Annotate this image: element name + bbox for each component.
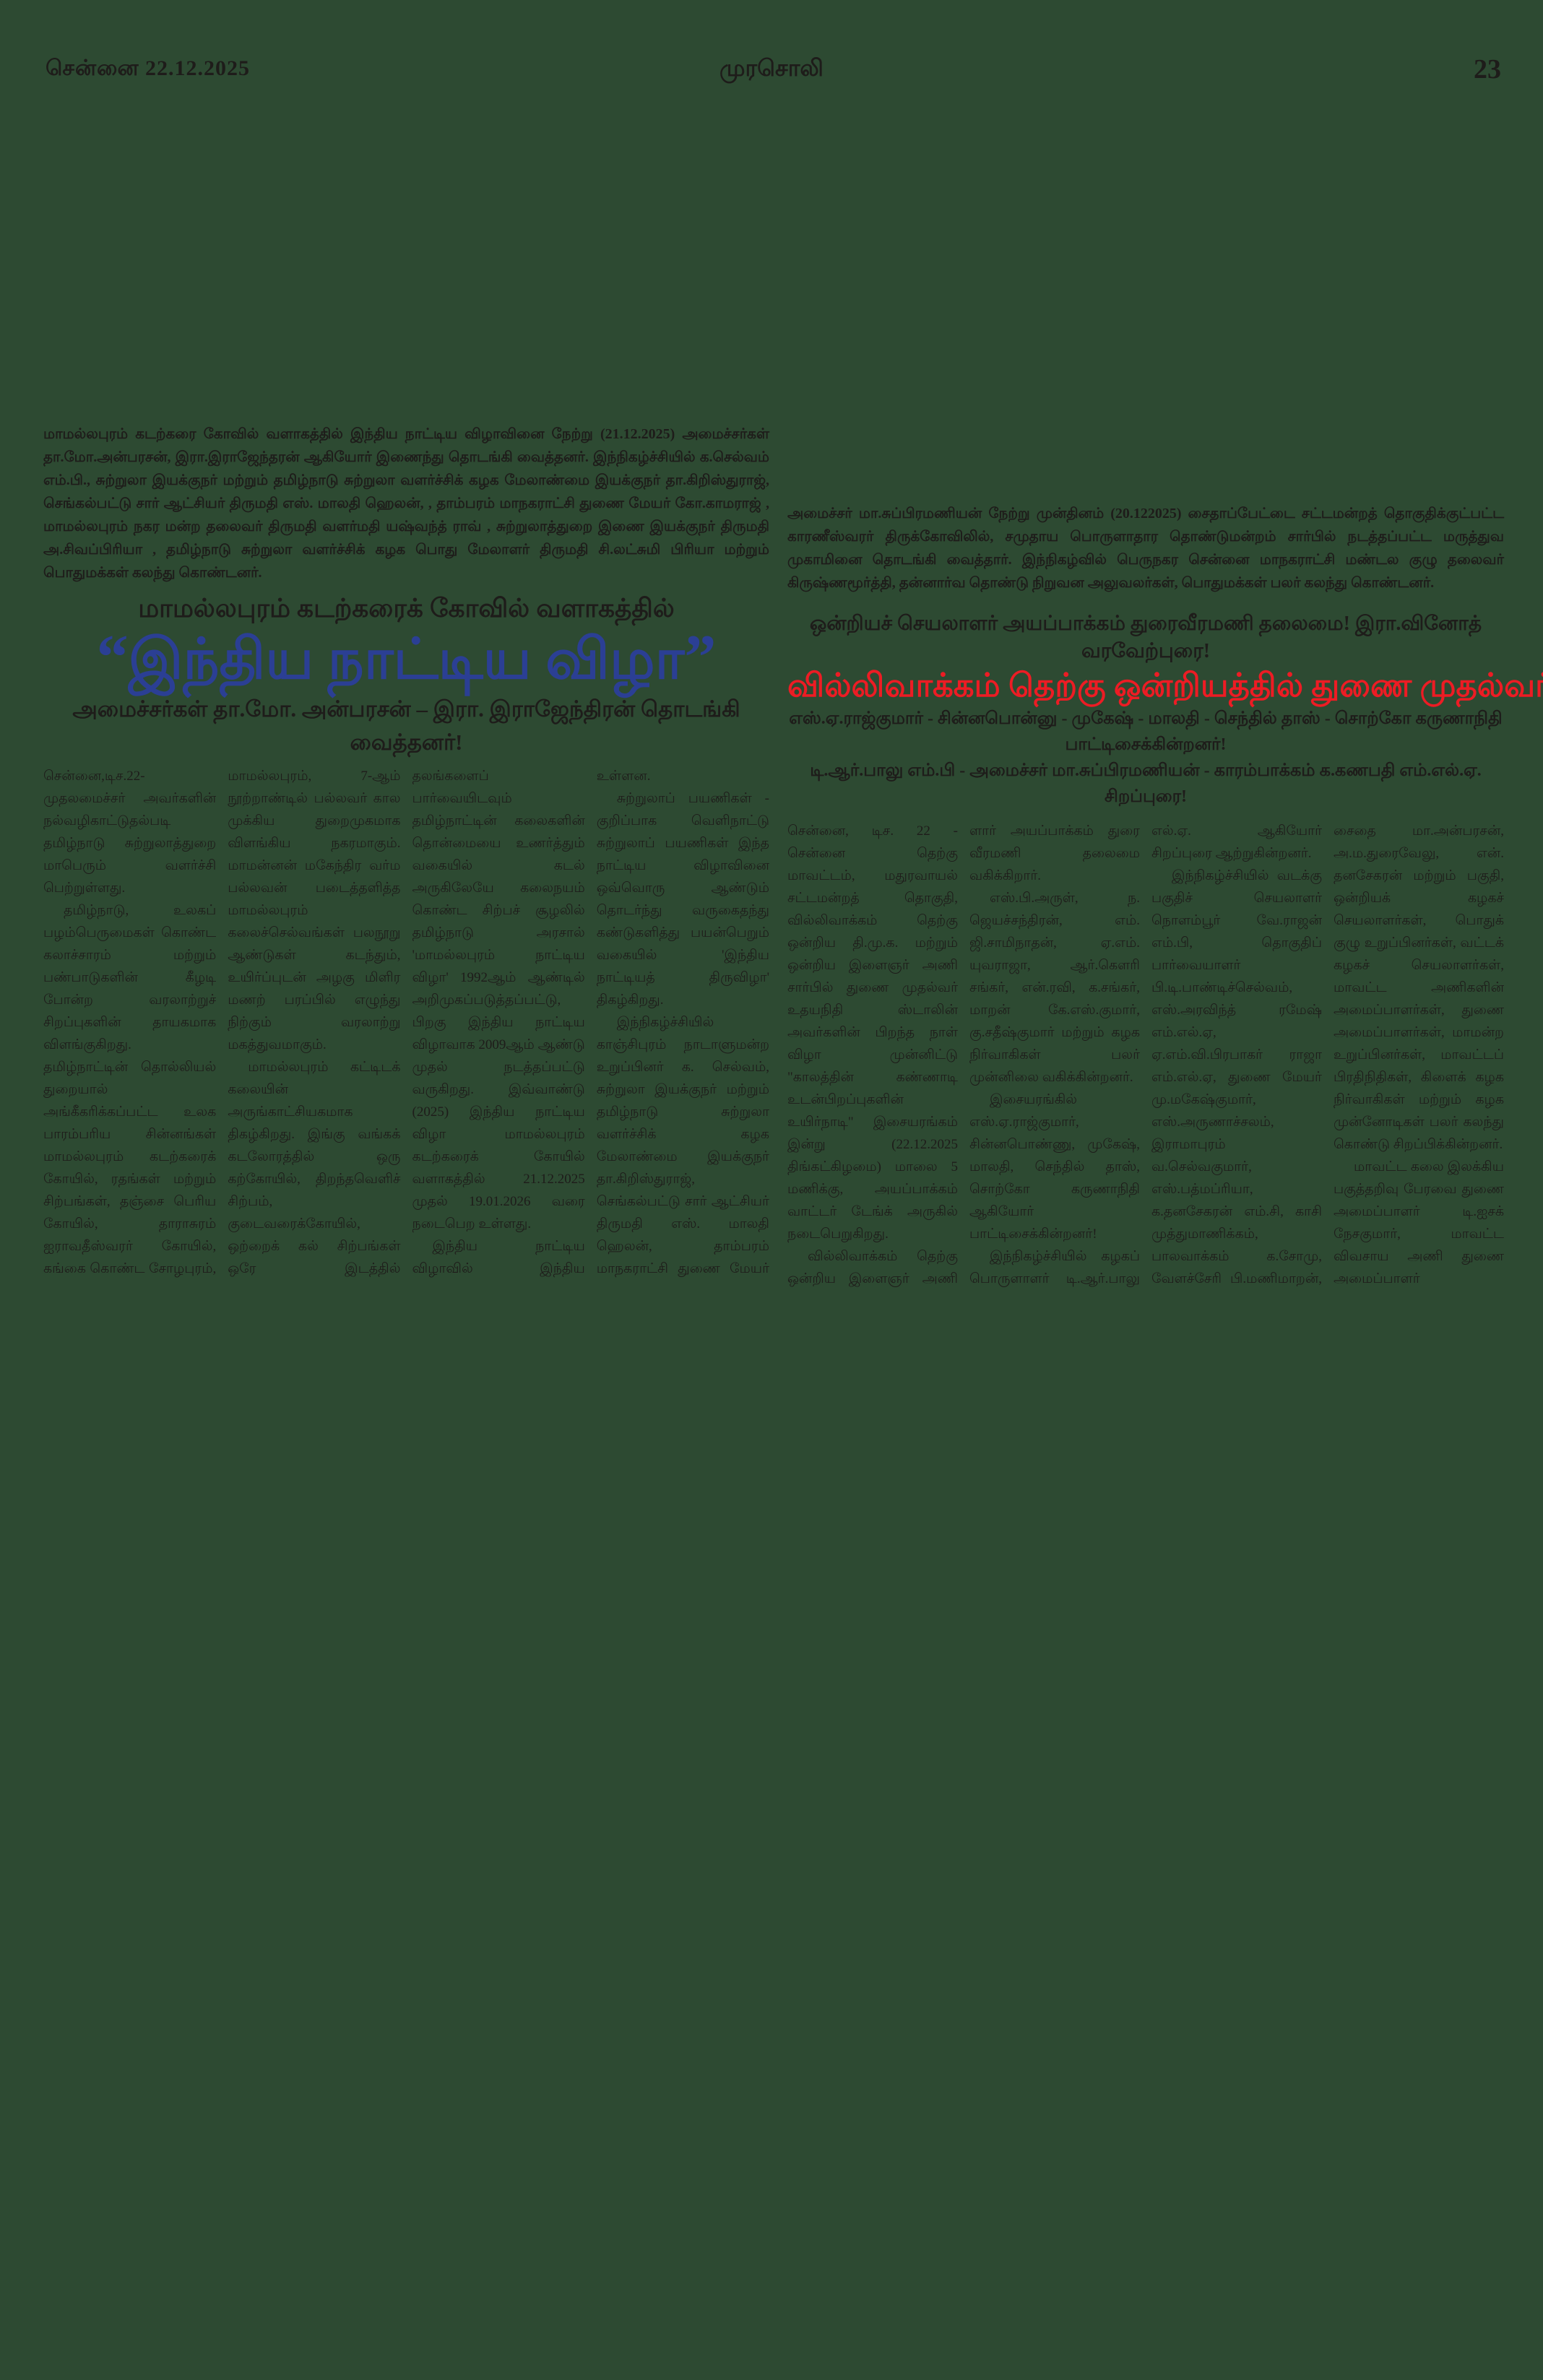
right-article-kicker: ஒன்றியச் செயலாளர் அயப்பாக்கம் துரைவீரமணி…	[809, 613, 1482, 662]
article-column: ளார் அயப்பாக்கம் துரை வீரமணி தலைமை வகிக்…	[969, 820, 1140, 1289]
paragraph: சென்னை, டிச. 22 - சென்னை தெற்கு மாவட்டம்…	[787, 823, 958, 1242]
left-article-body: சென்னை,டிச.22- முதலமைச்சர் அவர்களின் நல்…	[43, 765, 769, 1279]
article-column: சென்னை, டிச. 22 - சென்னை தெற்கு மாவட்டம்…	[787, 820, 958, 1289]
paragraph: இந்நிகழ்ச்சியில் காஞ்சிபுரம் நாடாளுமன்ற …	[596, 1015, 769, 1276]
article-column: சென்னை,டிச.22- முதலமைச்சர் அவர்களின் நல்…	[43, 765, 216, 1279]
paragraph: ளார் அயப்பாக்கம் துரை வீரமணி தலைமை வகிக்…	[969, 823, 1140, 883]
left-article-subhead: அமைச்சர்கள் தா.மோ. அன்பரசன் – இரா. இராஜே…	[72, 696, 740, 755]
right-article-headline: வில்லிவாக்கம் தெற்கு ஒன்றியத்தில் துணை ம…	[787, 667, 1543, 704]
headline-text: இந்திய நாட்டிய விழா	[128, 628, 685, 691]
paragraph: வில்லிவாக்கம் தெற்கு ஒன்றிய இளைஞர் அணி அ…	[787, 1249, 958, 1286]
paragraph: சென்னை,டிச.22- முதலமைச்சர் அவர்களின் நல்…	[43, 769, 217, 896]
paragraph: மாவட்ட கலை இலக்கிய பகுத்தறிவு பேரவை துணை…	[1334, 1159, 1504, 1286]
left-article-kicker: மாமல்லபுரம் கடற்கரைக் கோவில் வளாகத்தில்	[138, 594, 675, 623]
left-article-headline: “இந்திய நாட்டிய விழா”	[43, 625, 769, 693]
edition-date: சென்னை 22.12.2025	[46, 56, 251, 80]
paragraph: இசையரங்கில் எஸ்.ஏ.ராஜ்குமார், சின்னபொண்ண…	[969, 1092, 1140, 1242]
left-article: மாமல்லபுரம் கடற்கரை கோவில் வளாகத்தில் இந…	[43, 423, 769, 1279]
paragraph: தலங்களைப் பார்வையிடவும் தமிழ்நாட்டின் கல…	[412, 769, 585, 1232]
paragraph: சுற்றுலாப் பயணிகள் - குறிப்பாக வெளிநாட்ட…	[596, 791, 769, 1008]
article-column: உள்ளன. சுற்றுலாப் பயணிகள் - குறிப்பாக வெள…	[597, 765, 769, 1279]
page-number: 23	[1474, 54, 1501, 85]
right-article-subhead-2: டி.ஆர்.பாலு எம்.பி - அமைச்சர் மா.சுப்பிர…	[810, 761, 1482, 806]
article-column: மாமல்லபுரம், 7-ஆம் நூற்றாண்டில் பல்லவர் …	[228, 765, 400, 1279]
paragraph: மாமல்லபுரம், 7-ஆம் நூற்றாண்டில் பல்லவர் …	[228, 769, 401, 1052]
paragraph: உள்ளன.	[596, 769, 651, 784]
paragraph: தமிழ்நாடு, உலகப் பழம்பெருமைகள் கொண்ட கலா…	[43, 903, 217, 1276]
paragraph: மாமல்லபுரம் கட்டிடக் கலையின் அருங்காட்சி…	[228, 1060, 401, 1276]
paragraph: இந்நிகழ்ச்சியில் வடக்கு பகுதிச் செயலாளர்…	[1151, 868, 1322, 1286]
left-photo-caption: மாமல்லபுரம் கடற்கரை கோவில் வளாகத்தில் இந…	[43, 426, 769, 581]
paragraph: இந்திய நாட்டிய விழாவில் இந்திய நாட்டியங்…	[412, 1239, 585, 1276]
right-article-body: சென்னை, டிச. 22 - சென்னை தெற்கு மாவட்டம்…	[787, 820, 1504, 1289]
headline-close-quote: ”	[684, 623, 717, 693]
article-column: எல்.ஏ. ஆகியோர் சிறப்புரை ஆற்றுகின்றனர். இ…	[1151, 820, 1322, 1289]
right-photo-caption: அமைச்சர் மா.சுப்பிரமணியன் நேற்று முன்தின…	[787, 506, 1504, 591]
paragraph: இந்நிகழ்ச்சியில் கழகப் பொருளாளர் டி.ஆர்.…	[969, 1249, 1140, 1286]
headline-open-quote: “	[96, 623, 129, 693]
right-article-subhead-1: எஸ்.ஏ.ராஜ்குமார் - சின்னபொன்னு - முகேஷ் …	[789, 709, 1503, 754]
paragraph: சைதை மா.அன்பரசன், அ.ம.துரைவேலு, என். தனச…	[1334, 823, 1504, 1152]
paragraph: எஸ்.பி.அருள், ந. ஜெயச்சந்திரன், எம். ஜி.…	[969, 891, 1140, 1085]
masthead-title: முரசொலி	[719, 55, 824, 81]
article-column: சைதை மா.அன்பரசன், அ.ம.துரைவேலு, என். தனச…	[1334, 820, 1504, 1289]
paragraph: எல்.ஏ. ஆகியோர் சிறப்புரை ஆற்றுகின்றனர்.	[1151, 823, 1322, 861]
article-column: தலங்களைப் பார்வையிடவும் தமிழ்நாட்டின் கல…	[412, 765, 585, 1279]
right-article: அமைச்சர் மா.சுப்பிரமணியன் நேற்று முன்தின…	[787, 502, 1543, 1289]
